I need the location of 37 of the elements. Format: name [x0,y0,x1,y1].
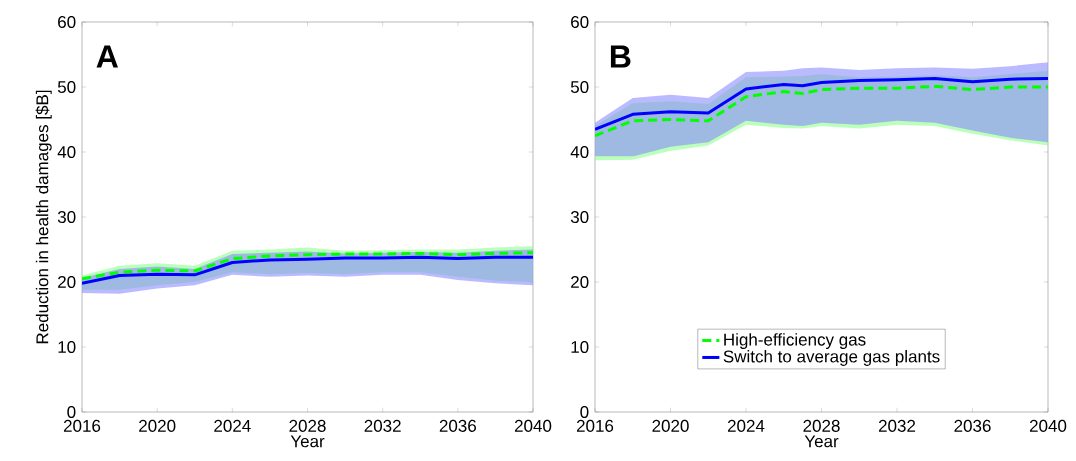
y-axis-title: Reduction in health damages [$B] [35,90,52,344]
x-tick-label: 2028 [289,419,326,432]
x-axis-title: Year [290,435,325,448]
y-tick-label: 10 [571,340,589,354]
y-tick-label: 10 [58,340,76,354]
y-tick-label: 30 [57,210,76,224]
y-tick-label: 30 [570,210,589,224]
x-tick-label: 2040 [514,419,552,432]
x-tick-label: 2028 [803,419,840,432]
x-axis-title: Year [804,435,839,448]
x-tick-label: 2040 [1029,419,1067,432]
x-tick-label: 2020 [652,419,689,432]
x-tick-label: 2036 [439,419,476,432]
x-tick-label: 2024 [727,419,765,432]
line-series [595,84,1049,138]
y-tick-label: 20 [58,275,76,289]
y-tick-label: 60 [58,15,76,29]
x-tick-label: 2016 [63,419,101,432]
x-tick-label: 2024 [214,419,251,432]
text: B [610,45,631,68]
y-tick-label: 50 [570,80,589,94]
x-tick-label: 2020 [139,419,176,432]
legend-label: Switch to average gas plants [723,350,940,366]
text: A [96,45,118,68]
x-tick-label: 2032 [364,419,401,432]
y-tick-label: 0 [67,405,76,419]
y-tick-label: 0 [580,405,589,419]
x-tick-label: 2032 [878,419,916,432]
x-tick-label: 2036 [954,419,991,432]
y-tick-label: 40 [57,145,76,159]
line-series [595,77,1049,131]
y-tick-label: 40 [570,145,589,159]
legend-label: High-efficiency gas [724,333,866,350]
y-tick-label: 50 [57,80,76,94]
y-tick-label: 20 [571,275,589,289]
x-tick-label: 2016 [576,419,614,432]
y-tick-label: 60 [571,15,589,29]
